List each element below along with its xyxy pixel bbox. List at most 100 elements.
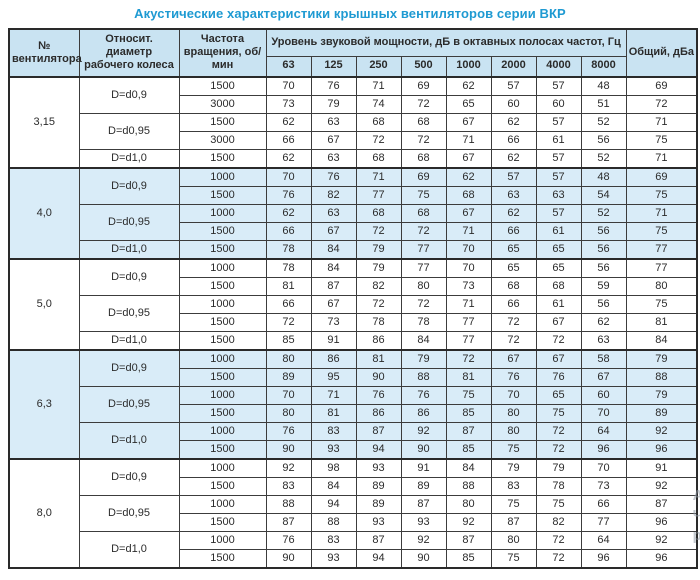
table-row: 1500 87 88 93 93 92 87 82 77 96 xyxy=(9,512,698,532)
level-cell-500hz: 72 xyxy=(400,94,447,114)
total-dba-cell: 75 xyxy=(625,294,698,314)
total-dba-cell: 77 xyxy=(625,239,698,260)
total-dba-cell: 75 xyxy=(625,130,698,150)
level-cell-63hz: 76 xyxy=(265,530,312,550)
level-cell-250hz: 68 xyxy=(355,148,402,169)
level-cell-1000hz: 85 xyxy=(445,439,492,460)
level-cell-63hz: 76 xyxy=(265,185,312,205)
level-cell-125hz: 79 xyxy=(310,94,357,114)
table-row: D=d1,0 1000 76 83 87 92 87 80 72 64 92 xyxy=(9,530,698,569)
total-dba-cell: 79 xyxy=(625,348,698,369)
diameter-cell: D=d0,9 xyxy=(78,257,180,296)
diameter-cell: D=d0,95 xyxy=(78,494,180,532)
level-cell-4000hz: 78 xyxy=(535,476,582,496)
level-cell-4000hz: 60 xyxy=(535,94,582,114)
level-cell-125hz: 95 xyxy=(310,367,357,387)
level-cell-250hz: 82 xyxy=(355,276,402,296)
level-cell-2000hz: 75 xyxy=(490,494,537,514)
level-cell-1000hz: 65 xyxy=(445,94,492,114)
level-cell-63hz: 76 xyxy=(265,421,312,441)
level-cell-8000hz: 51 xyxy=(580,94,627,114)
rotation-speed-cell: 1000 xyxy=(178,294,267,314)
level-cell-2000hz: 67 xyxy=(490,348,537,369)
level-cell-8000hz: 64 xyxy=(580,530,627,550)
rotation-speed-cell: 1000 xyxy=(178,203,267,223)
level-cell-125hz: 93 xyxy=(310,548,357,569)
total-dba-cell: 79 xyxy=(625,385,698,405)
level-cell-2000hz: 80 xyxy=(490,530,537,550)
level-cell-2000hz: 70 xyxy=(490,385,537,405)
level-cell-2000hz: 80 xyxy=(490,403,537,423)
level-cell-1000hz: 67 xyxy=(445,203,492,223)
level-cell-8000hz: 56 xyxy=(580,257,627,278)
level-cell-1000hz: 84 xyxy=(445,457,492,478)
level-cell-63hz: 73 xyxy=(265,94,312,114)
level-cell-4000hz: 79 xyxy=(535,457,582,478)
level-cell-63hz: 70 xyxy=(265,385,312,405)
level-cell-63hz: 89 xyxy=(265,367,312,387)
table-row: D=d1,0 1500 85 91 86 84 77 72 72 63 84 xyxy=(9,330,698,351)
level-cell-500hz: 78 xyxy=(400,312,447,332)
level-cell-125hz: 81 xyxy=(310,403,357,423)
page-title: Акустические характеристики крышных вент… xyxy=(134,6,566,21)
rotation-speed-cell: 1500 xyxy=(178,312,267,332)
table-header: № вентилятора Относит. диаметр рабочего … xyxy=(8,28,698,78)
level-cell-1000hz: 75 xyxy=(445,385,492,405)
level-cell-1000hz: 87 xyxy=(445,421,492,441)
acoustic-characteristics-table: № вентилятора Относит. диаметр рабочего … xyxy=(8,28,699,569)
level-cell-1000hz: 71 xyxy=(445,294,492,314)
level-cell-500hz: 72 xyxy=(400,221,447,241)
rotation-speed-cell: 1500 xyxy=(178,148,267,169)
diameter-cell: D=d1,0 xyxy=(78,530,180,569)
total-dba-cell: 87 xyxy=(625,494,698,514)
level-cell-63hz: 92 xyxy=(265,457,312,478)
level-cell-250hz: 77 xyxy=(355,185,402,205)
level-cell-4000hz: 65 xyxy=(535,239,582,260)
level-cell-1000hz: 67 xyxy=(445,148,492,169)
level-cell-500hz: 79 xyxy=(400,348,447,369)
level-cell-1000hz: 77 xyxy=(445,312,492,332)
level-cell-63hz: 70 xyxy=(265,75,312,96)
level-cell-125hz: 67 xyxy=(310,130,357,150)
rotation-speed-cell: 1500 xyxy=(178,367,267,387)
level-cell-8000hz: 70 xyxy=(580,457,627,478)
rotation-speed-cell: 1500 xyxy=(178,221,267,241)
diameter-cell: D=d0,9 xyxy=(78,75,180,114)
level-cell-63hz: 90 xyxy=(265,548,312,569)
level-cell-1000hz: 80 xyxy=(445,494,492,514)
header-frequency-2000: 2000 xyxy=(490,55,537,78)
rotation-speed-cell: 1500 xyxy=(178,439,267,460)
table-row: 1500 90 93 94 90 85 75 72 96 96 xyxy=(9,548,698,569)
total-dba-cell: 88 xyxy=(625,367,698,387)
level-cell-500hz: 91 xyxy=(400,457,447,478)
level-cell-125hz: 73 xyxy=(310,312,357,332)
level-cell-250hz: 81 xyxy=(355,348,402,369)
header-frequency-125: 125 xyxy=(310,55,357,78)
total-dba-cell: 96 xyxy=(625,439,698,460)
level-cell-2000hz: 75 xyxy=(490,439,537,460)
level-cell-1000hz: 71 xyxy=(445,130,492,150)
level-cell-8000hz: 60 xyxy=(580,385,627,405)
level-cell-4000hz: 57 xyxy=(535,148,582,169)
header-row-frequencies: 63 125 250 500 1000 2000 4000 8000 xyxy=(9,55,697,78)
level-cell-2000hz: 65 xyxy=(490,257,537,278)
level-cell-2000hz: 66 xyxy=(490,130,537,150)
level-cell-500hz: 87 xyxy=(400,494,447,514)
level-cell-2000hz: 62 xyxy=(490,112,537,132)
level-cell-250hz: 68 xyxy=(355,203,402,223)
level-cell-250hz: 78 xyxy=(355,312,402,332)
level-cell-4000hz: 72 xyxy=(535,548,582,569)
rotation-speed-cell: 1500 xyxy=(178,185,267,205)
level-cell-125hz: 83 xyxy=(310,421,357,441)
level-cell-2000hz: 66 xyxy=(490,221,537,241)
rotation-speed-cell: 1500 xyxy=(178,239,267,260)
level-cell-2000hz: 60 xyxy=(490,94,537,114)
diameter-cell: D=d0,9 xyxy=(78,166,180,205)
level-cell-63hz: 72 xyxy=(265,312,312,332)
diameter-cell: D=d1,0 xyxy=(78,421,180,460)
level-cell-8000hz: 77 xyxy=(580,512,627,532)
total-dba-cell: 71 xyxy=(625,203,698,223)
total-dba-cell: 75 xyxy=(625,185,698,205)
level-cell-250hz: 93 xyxy=(355,512,402,532)
level-cell-4000hz: 61 xyxy=(535,130,582,150)
